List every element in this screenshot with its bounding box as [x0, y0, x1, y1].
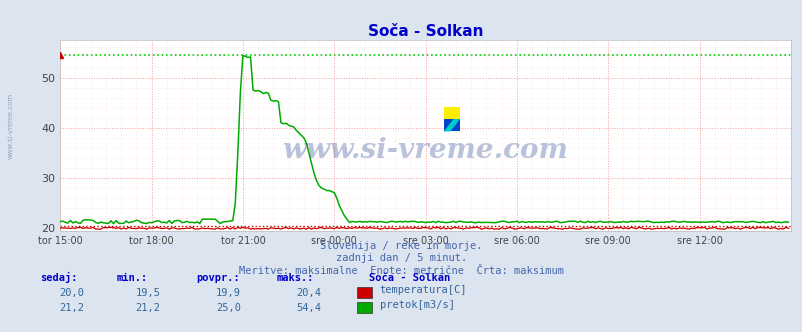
Text: 20,4: 20,4 [296, 288, 321, 298]
Text: zadnji dan / 5 minut.: zadnji dan / 5 minut. [335, 253, 467, 263]
Text: maks.:: maks.: [277, 273, 314, 283]
Title: Soča - Solkan: Soča - Solkan [367, 24, 483, 39]
Bar [444, 107, 460, 119]
Text: min.:: min.: [116, 273, 148, 283]
Text: www.si-vreme.com: www.si-vreme.com [282, 137, 568, 164]
Text: pretok[m3/s]: pretok[m3/s] [379, 300, 454, 310]
Bar [444, 119, 460, 131]
Text: Slovenija / reke in morje.: Slovenija / reke in morje. [320, 241, 482, 251]
Text: 25,0: 25,0 [216, 303, 241, 313]
Polygon shape [444, 119, 460, 131]
Text: 20,0: 20,0 [59, 288, 84, 298]
Text: Soča - Solkan: Soča - Solkan [369, 273, 450, 283]
Text: 19,5: 19,5 [136, 288, 160, 298]
Text: 54,4: 54,4 [296, 303, 321, 313]
Text: povpr.:: povpr.: [196, 273, 240, 283]
Text: temperatura[C]: temperatura[C] [379, 286, 467, 295]
Text: Meritve: maksimalne  Enote: metrične  Črta: maksimum: Meritve: maksimalne Enote: metrične Črta… [239, 266, 563, 276]
Text: 19,9: 19,9 [216, 288, 241, 298]
Text: sedaj:: sedaj: [40, 272, 78, 283]
Text: www.si-vreme.com: www.si-vreme.com [7, 93, 14, 159]
Text: 21,2: 21,2 [59, 303, 84, 313]
Text: 21,2: 21,2 [136, 303, 160, 313]
